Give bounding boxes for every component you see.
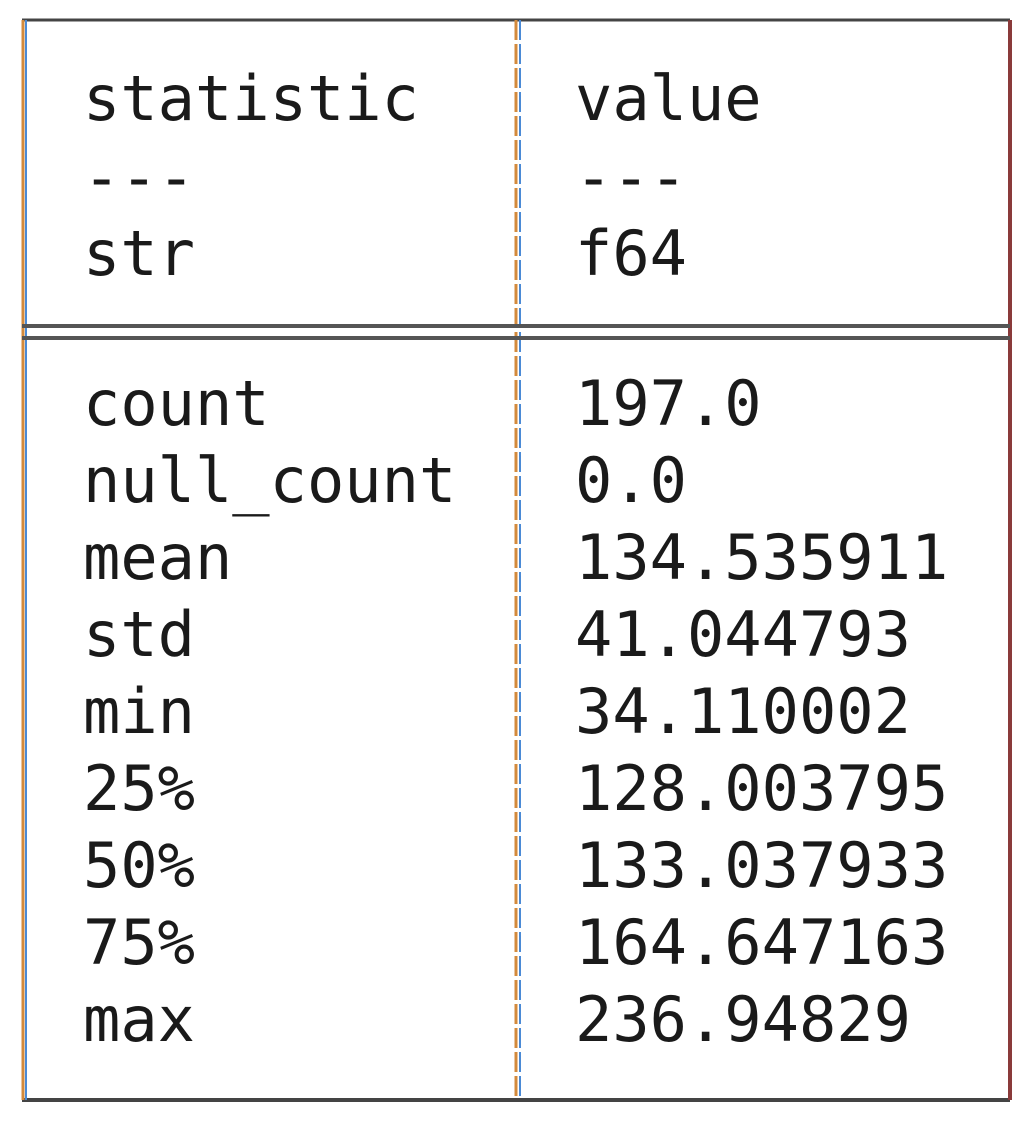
value-cell: 41.044793 [575, 598, 911, 671]
column-dtype: str [83, 217, 195, 290]
statistic-cell: 25% [83, 752, 195, 825]
statistic-cell: count [83, 367, 270, 440]
column-name: value [575, 62, 762, 135]
column-separator: --- [83, 141, 195, 214]
statistic-cell: null_count [83, 444, 456, 517]
value-cell: 197.0 [575, 367, 762, 440]
value-cell: 34.110002 [575, 675, 911, 748]
statistic-cell: max [83, 983, 195, 1056]
value-cell: 128.003795 [575, 752, 948, 825]
value-cell: 0.0 [575, 444, 687, 517]
value-cell: 236.94829 [575, 983, 911, 1056]
statistic-cell: min [83, 675, 195, 748]
statistic-cell: 75% [83, 906, 195, 979]
statistic-cell: std [83, 598, 195, 671]
value-cell: 133.037933 [575, 829, 948, 902]
statistic-cell: mean [83, 521, 232, 594]
column-name: statistic [83, 62, 419, 135]
value-cell: 164.647163 [575, 906, 948, 979]
column-dtype: f64 [575, 217, 687, 290]
value-cell: 134.535911 [575, 521, 948, 594]
statistic-cell: 50% [83, 829, 195, 902]
column-separator: --- [575, 141, 687, 214]
